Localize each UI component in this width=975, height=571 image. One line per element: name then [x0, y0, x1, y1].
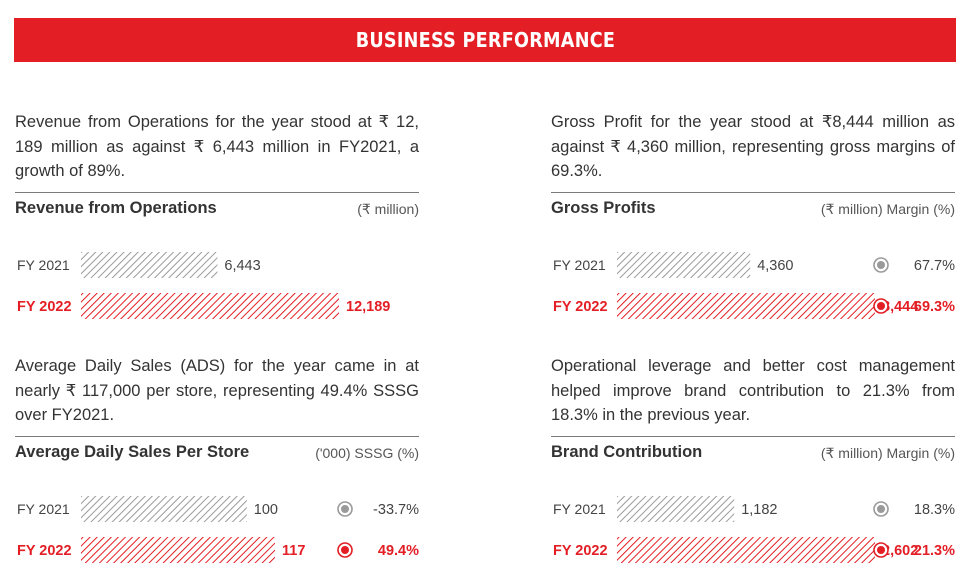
divider: [551, 192, 955, 193]
bar: [617, 496, 735, 522]
data-label: 1,182: [741, 502, 777, 518]
data-label: 12,189: [346, 299, 390, 315]
secondary-label: -33.7%: [373, 502, 419, 518]
bar: [81, 496, 247, 522]
gross-profit-chart: FY 2021 4,360 67.7% FY 2022 8,444 69.3%: [551, 226, 955, 322]
revenue-unit-label: (₹ million): [357, 201, 419, 217]
category-label: FY 2022: [553, 543, 608, 559]
category-label: FY 2022: [17, 299, 72, 315]
bar: [81, 252, 218, 278]
brand-contribution-chart: FY 2021 1,182 18.3% FY 2022 2,602 21.3%: [551, 470, 955, 566]
data-label: 8,444: [882, 299, 918, 315]
secondary-label: 49.4%: [378, 543, 419, 559]
brand-contribution-description: Operational leverage and better cost man…: [551, 357, 955, 424]
data-label: 6,443: [224, 258, 260, 274]
category-label: FY 2022: [553, 299, 608, 315]
secondary-label: 21.3%: [914, 543, 955, 559]
page-title: BUSINESS PERFORMANCE: [355, 28, 615, 52]
data-label: 2,602: [882, 543, 918, 559]
bullet-dot-icon: [877, 261, 885, 269]
ads-description: Average Daily Sales (ADS) for the year c…: [15, 357, 419, 424]
category-label: FY 2021: [17, 501, 70, 517]
header-banner: BUSINESS PERFORMANCE: [14, 18, 956, 62]
category-label: FY 2021: [17, 257, 70, 273]
bullet-dot-icon: [341, 546, 349, 554]
revenue-chart-title: Revenue from Operations: [15, 199, 217, 217]
revenue-chart: FY 2021 6,443 FY 2022 12,189: [15, 226, 419, 322]
ads-chart-title: Average Daily Sales Per Store: [15, 443, 250, 461]
bullet-dot-icon: [341, 505, 349, 513]
bullet-dot-icon: [877, 505, 885, 513]
bar: [81, 293, 339, 319]
gross-profit-unit-label: (₹ million) Margin (%): [820, 201, 955, 217]
category-label: FY 2021: [553, 257, 606, 273]
data-label: 100: [254, 502, 278, 518]
divider: [551, 436, 955, 437]
gross-profit-chart-title: Gross Profits: [551, 199, 656, 217]
bullet-dot-icon: [877, 302, 885, 310]
divider: [15, 192, 419, 193]
gross-profit-description: Gross Profit for the year stood at ₹8,44…: [551, 113, 955, 180]
brand-contribution-unit-label: (₹ million) Margin (%): [820, 445, 955, 461]
brand-contribution-chart-title: Brand Contribution: [551, 443, 703, 461]
bar: [81, 537, 275, 563]
revenue-description: Revenue from Operations for the year sto…: [15, 113, 419, 180]
data-label: 4,360: [757, 258, 793, 274]
ads-unit-label: ('000) SSSG (%): [315, 445, 419, 461]
divider: [15, 436, 419, 437]
bullet-dot-icon: [877, 546, 885, 554]
bar: [617, 252, 751, 278]
bar: [617, 293, 875, 319]
secondary-label: 67.7%: [914, 258, 955, 274]
data-label: 117: [282, 543, 305, 559]
category-label: FY 2022: [17, 543, 72, 559]
bar: [617, 537, 875, 563]
category-label: FY 2021: [553, 501, 606, 517]
ads-chart: FY 2021 100 -33.7% FY 2022 117 49.4%: [15, 470, 419, 566]
secondary-label: 18.3%: [914, 502, 955, 518]
secondary-label: 69.3%: [914, 299, 955, 315]
